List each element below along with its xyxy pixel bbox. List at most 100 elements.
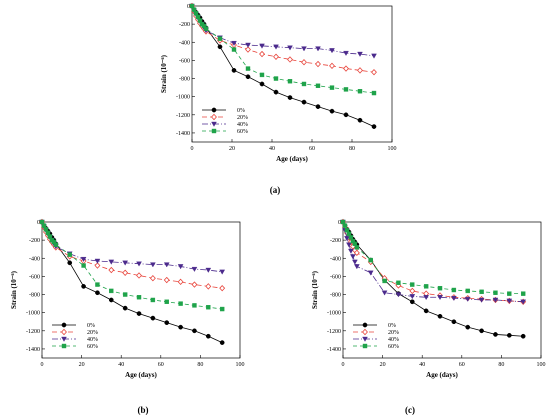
data-point (437, 313, 443, 319)
series-40pct (189, 3, 377, 59)
data-point (395, 292, 402, 298)
y-tick-label: -200 (330, 238, 341, 244)
data-point (451, 295, 457, 301)
legend-label: 0% (237, 108, 245, 114)
data-point (344, 236, 350, 242)
y-tick-label: -1000 (176, 95, 190, 101)
data-point (192, 303, 197, 308)
x-tick-label: 0 (342, 362, 345, 368)
data-point (206, 305, 211, 310)
legend-marker (362, 328, 368, 336)
data-point (245, 66, 251, 71)
series-40pct (39, 219, 226, 275)
data-point (353, 249, 360, 257)
data-point (122, 305, 128, 311)
y-tick-label: 0 (338, 220, 341, 226)
y-tick-label: -600 (29, 274, 40, 280)
x-tick-label: 80 (197, 362, 203, 368)
data-point (492, 297, 499, 303)
data-point (368, 257, 373, 263)
data-point (177, 264, 184, 270)
legend-marker (211, 128, 217, 134)
data-point (217, 36, 223, 41)
data-point (352, 241, 358, 246)
data-point (195, 14, 201, 20)
data-point (95, 290, 100, 296)
data-point (371, 124, 377, 129)
data-point (329, 48, 335, 54)
legend-marker (362, 322, 368, 328)
x-axis-label: Age (days) (426, 371, 458, 379)
legend: 0%20%40%60% (202, 107, 248, 135)
legend-label: 60% (237, 129, 248, 135)
data-point (315, 46, 321, 52)
series-60pct (189, 3, 377, 96)
data-point (191, 281, 198, 288)
data-point (191, 7, 197, 12)
plot-frame (41, 221, 241, 359)
legend-label: 20% (87, 330, 98, 336)
data-point (177, 278, 184, 286)
y-tick-label: -800 (179, 77, 190, 83)
legend-marker (211, 107, 217, 113)
data-point (479, 328, 484, 334)
data-point (231, 40, 237, 46)
data-point (357, 51, 363, 57)
legend-label: 60% (388, 344, 399, 350)
chart-panel-a: 0 20 40 60 80 100 0 -200 -400 -600 -800 -1000 -1200 -… (160, 2, 397, 163)
data-point (287, 79, 293, 84)
y-tick-label: -400 (29, 256, 40, 262)
series-line (41, 221, 223, 310)
data-point (219, 340, 225, 345)
data-point (150, 297, 156, 303)
data-point (348, 235, 354, 240)
data-point (273, 44, 279, 50)
data-point (122, 269, 129, 276)
legend-label: 60% (87, 344, 98, 350)
y-tick-label: -800 (330, 293, 341, 299)
x-tick-label: 80 (349, 146, 355, 152)
data-point (301, 46, 307, 52)
data-point (189, 3, 195, 9)
series-0pct (39, 219, 225, 345)
data-point (287, 45, 293, 51)
data-point (95, 282, 100, 287)
data-point (342, 223, 348, 228)
data-point (381, 290, 388, 296)
data-point (94, 258, 101, 264)
data-point (245, 46, 251, 53)
x-tick-label: 100 (236, 362, 245, 368)
data-point (122, 292, 128, 297)
x-tick-label: 80 (498, 362, 504, 368)
data-point (219, 306, 225, 312)
y-axis-label: Strain (10⁻⁶) (311, 270, 319, 309)
data-point (273, 76, 279, 81)
data-point (94, 262, 101, 269)
data-point (301, 99, 307, 105)
x-tick-label: 40 (269, 146, 275, 152)
y-tick-label: -1400 (327, 347, 341, 353)
data-point (437, 285, 443, 291)
data-point (259, 72, 265, 78)
data-point (354, 264, 360, 270)
data-point (164, 320, 170, 325)
data-point (329, 85, 335, 90)
data-point (437, 295, 443, 301)
data-point (197, 18, 203, 23)
series-line (191, 5, 375, 73)
data-point (493, 290, 498, 295)
chart-panel-b: 0 20 40 60 80 100 0 -200 -400 -600 -800 -1000 -1200 -… (10, 218, 245, 379)
x-tick-label: 60 (459, 362, 465, 368)
y-tick-label: -600 (330, 274, 341, 280)
data-point (451, 287, 457, 293)
data-point (465, 324, 471, 330)
data-point (396, 280, 401, 285)
legend-marker (362, 343, 368, 349)
legend-marker (61, 322, 67, 328)
data-point (205, 283, 212, 290)
legend-marker (61, 336, 67, 342)
data-point (479, 289, 484, 295)
data-point (301, 59, 307, 66)
data-point (343, 112, 349, 118)
